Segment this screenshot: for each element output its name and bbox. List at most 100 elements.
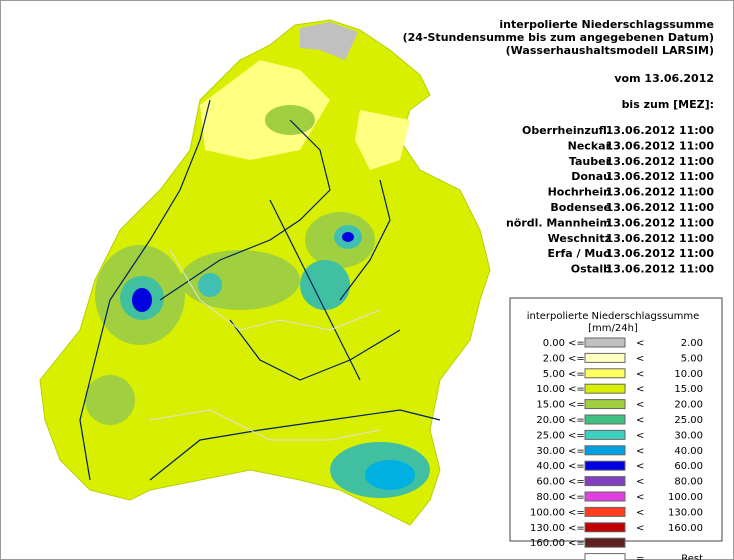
legend-from: 30.00 xyxy=(536,446,565,457)
rain-area xyxy=(300,260,350,310)
catchment-time: 13.06.2012 11:00 xyxy=(606,232,715,245)
legend-op: < xyxy=(636,430,644,441)
catchment-time: 13.06.2012 11:00 xyxy=(606,124,715,137)
legend-from: 60.00 xyxy=(536,477,565,488)
legend-swatch xyxy=(584,537,626,548)
legend-op: < xyxy=(636,507,644,518)
catchment-name: Oberrheinzufl. xyxy=(522,124,611,137)
legend-swatch xyxy=(584,460,626,471)
catchment-name: Weschnitz xyxy=(548,232,611,245)
map xyxy=(39,19,491,526)
legend-op: < xyxy=(636,338,644,349)
rivers xyxy=(79,99,441,481)
borders xyxy=(149,249,381,441)
legend-swatch xyxy=(584,352,626,363)
legend-op: <= xyxy=(568,523,585,534)
legend-swatch xyxy=(584,491,626,502)
catchment-time: 13.06.2012 11:00 xyxy=(606,247,715,260)
catchment-name: nördl. Mannheim xyxy=(506,216,611,229)
rain-area xyxy=(342,232,354,242)
legend-op: <= xyxy=(568,338,585,349)
legend-to: 25.00 xyxy=(674,415,703,426)
catchment-time: 13.06.2012 11:00 xyxy=(606,155,715,168)
catchment-name: Hochrhein xyxy=(548,186,611,199)
rain-area xyxy=(365,460,415,490)
legend-op: <= xyxy=(568,507,585,518)
catchment-time: 13.06.2012 11:00 xyxy=(606,201,715,214)
light-area xyxy=(200,60,330,160)
legend-swatch xyxy=(584,368,626,379)
legend-from: 5.00 xyxy=(543,369,565,380)
header: interpolierte Niederschlagssumme(24-Stun… xyxy=(403,18,715,276)
legend-to: 10.00 xyxy=(674,369,703,380)
catchment-name: Tauber xyxy=(569,155,612,168)
legend-op: < xyxy=(636,400,644,411)
header-line: (Wasserhaushaltsmodell LARSIM) xyxy=(506,44,714,57)
legend-swatch xyxy=(584,399,626,410)
legend-swatch xyxy=(584,553,626,560)
legend-unit: [mm/24h] xyxy=(588,323,638,334)
legend-to: 30.00 xyxy=(674,430,703,441)
legend-from: 130.00 xyxy=(530,523,565,534)
catchment-time: 13.06.2012 11:00 xyxy=(606,263,715,276)
legend-op: <= xyxy=(568,384,585,395)
catchment-time: 13.06.2012 11:00 xyxy=(606,186,715,199)
legend-to: Rest xyxy=(681,554,703,560)
dry-area xyxy=(300,22,358,60)
legend-to: 2.00 xyxy=(681,338,703,349)
legend-op: < xyxy=(636,461,644,472)
catchment-name: Ostalb xyxy=(571,263,611,276)
catchment-name: Bodensee xyxy=(550,201,611,214)
legend-op: <= xyxy=(568,400,585,411)
rain-area xyxy=(180,250,300,310)
catchment-name: Donau xyxy=(571,170,611,183)
catchment-name: Erfa / Mud xyxy=(548,247,611,260)
rain-area xyxy=(85,375,135,425)
legend-swatch xyxy=(584,445,626,456)
header-until: bis zum [MEZ]: xyxy=(622,98,714,111)
legend-swatch xyxy=(584,522,626,533)
legend-swatch xyxy=(584,476,626,487)
legend-from: 80.00 xyxy=(536,492,565,503)
legend-op: <= xyxy=(568,477,585,488)
legend-op: < xyxy=(636,415,644,426)
catchment-name: Neckar xyxy=(568,139,612,152)
legend-op: <= xyxy=(568,446,585,457)
legend-op: < xyxy=(636,369,644,380)
legend-op: <= xyxy=(568,415,585,426)
catchment-time: 13.06.2012 11:00 xyxy=(606,216,715,229)
catchment-time: 13.06.2012 11:00 xyxy=(606,139,715,152)
rain-area xyxy=(132,288,152,312)
legend-swatch xyxy=(584,383,626,394)
legend-from: 160.00 xyxy=(530,538,565,549)
legend-to: 100.00 xyxy=(668,492,703,503)
legend-op: < xyxy=(636,446,644,457)
legend-from: 15.00 xyxy=(536,400,565,411)
header-line: interpolierte Niederschlagssumme xyxy=(499,18,714,31)
legend-op: < xyxy=(636,384,644,395)
legend-op: <= xyxy=(568,369,585,380)
legend-from: 40.00 xyxy=(536,461,565,472)
legend-to: 60.00 xyxy=(674,461,703,472)
legend-op: <= xyxy=(568,430,585,441)
legend-to: 5.00 xyxy=(681,353,703,364)
legend-to: 80.00 xyxy=(674,477,703,488)
header-date: vom 13.06.2012 xyxy=(614,72,714,85)
legend-op: < xyxy=(636,492,644,503)
legend-to: 160.00 xyxy=(668,523,703,534)
legend-op: <= xyxy=(568,353,585,364)
legend-from: 10.00 xyxy=(536,384,565,395)
legend-to: 15.00 xyxy=(674,384,703,395)
legend-swatch xyxy=(584,337,626,348)
legend-swatch xyxy=(584,414,626,425)
legend-op: < xyxy=(636,523,644,534)
rain-area xyxy=(198,273,222,297)
legend-from: 2.00 xyxy=(543,353,565,364)
legend-title: interpolierte Niederschlagssumme xyxy=(527,311,700,322)
legend-from: 25.00 xyxy=(536,430,565,441)
legend-to: 130.00 xyxy=(668,507,703,518)
legend-swatch xyxy=(584,506,626,517)
legend-to: 20.00 xyxy=(674,400,703,411)
